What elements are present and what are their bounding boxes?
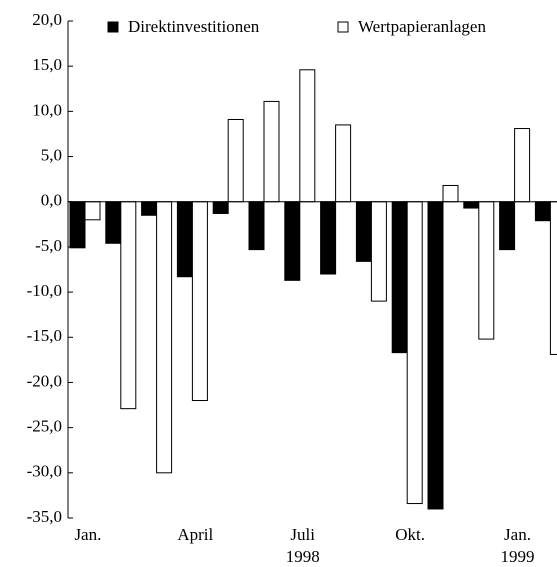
- bar: [227, 118, 244, 203]
- x-tick-label: Juli 1998: [286, 525, 320, 566]
- bar: [442, 184, 459, 203]
- bar: [84, 201, 101, 221]
- y-tick-label: -25,0: [27, 417, 62, 436]
- y-tick-label: 5,0: [41, 145, 62, 164]
- bar: [105, 201, 122, 244]
- x-tick-label: Jan.: [74, 525, 101, 544]
- legend-swatch: [337, 21, 349, 33]
- y-tick-label: -35,0: [27, 507, 62, 526]
- y-tick-label: -20,0: [27, 371, 62, 390]
- legend-label: Wertpapieranlagen: [358, 17, 486, 36]
- x-tick-label: April: [177, 525, 213, 544]
- y-tick-label: -30,0: [27, 462, 62, 481]
- bar: [263, 100, 280, 203]
- y-tick-label: 0,0: [41, 191, 62, 210]
- bar: [191, 201, 208, 402]
- bar: [156, 201, 173, 474]
- x-tick-label: Okt.: [395, 525, 425, 544]
- bar: [478, 201, 495, 340]
- bar: [355, 201, 372, 262]
- bar: [427, 201, 444, 510]
- y-tick-label: -15,0: [27, 326, 62, 345]
- bar: [335, 124, 352, 203]
- y-tick-label: 15,0: [32, 55, 62, 74]
- bar: [284, 201, 301, 281]
- bar: [69, 201, 86, 249]
- y-tick-label: -5,0: [35, 236, 62, 255]
- y-tick-label: 20,0: [32, 10, 62, 29]
- bar: [299, 69, 316, 203]
- bar: [499, 201, 516, 251]
- bar: [120, 201, 137, 410]
- legend-label: Direktinvestitionen: [128, 17, 260, 36]
- bar: [391, 201, 408, 354]
- y-tick-label: -10,0: [27, 281, 62, 300]
- bar: [514, 128, 531, 203]
- bar: [212, 201, 229, 214]
- bar: [248, 201, 265, 251]
- bar: [406, 201, 423, 505]
- bar: [141, 201, 158, 216]
- y-tick-label: 10,0: [32, 100, 62, 119]
- bar: [370, 201, 387, 302]
- bar: [176, 201, 193, 278]
- bar: [320, 201, 337, 275]
- bar: [549, 201, 557, 355]
- legend-swatch: [107, 21, 119, 33]
- bar: [463, 201, 480, 209]
- bar: [534, 201, 551, 222]
- x-tick-label: Jan. 1999: [501, 525, 535, 566]
